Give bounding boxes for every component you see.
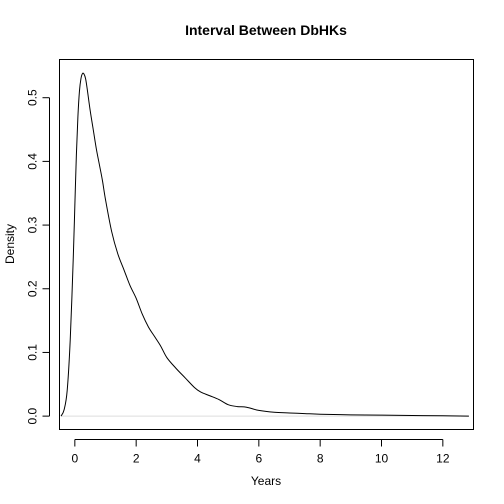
y-tick-label: 0.5 [26,89,40,106]
y-tick-label: 0.0 [26,407,40,424]
y-tick-label: 0.2 [26,280,40,297]
x-tick-label: 10 [375,452,389,466]
x-axis: 0 2 4 6 8 10 12 [71,439,450,466]
y-tick-label: 0.1 [26,344,40,361]
x-axis-label: Years [251,474,281,488]
density-curve [60,72,469,417]
y-tick-label: 0.4 [26,153,40,170]
y-axis: 0.0 0.1 0.2 0.3 0.4 0.5 [26,89,50,424]
y-tick-label: 0.3 [26,216,40,233]
y-axis-label: Density [3,224,17,264]
x-tick-label: 4 [194,452,201,466]
x-tick-label: 0 [71,452,78,466]
chart-title: Interval Between DbHKs [185,22,347,38]
plot-frame [59,59,474,430]
x-tick-label: 8 [317,452,324,466]
x-tick-label: 12 [436,452,450,466]
x-tick-label: 2 [133,452,140,466]
x-tick-label: 6 [255,452,262,466]
